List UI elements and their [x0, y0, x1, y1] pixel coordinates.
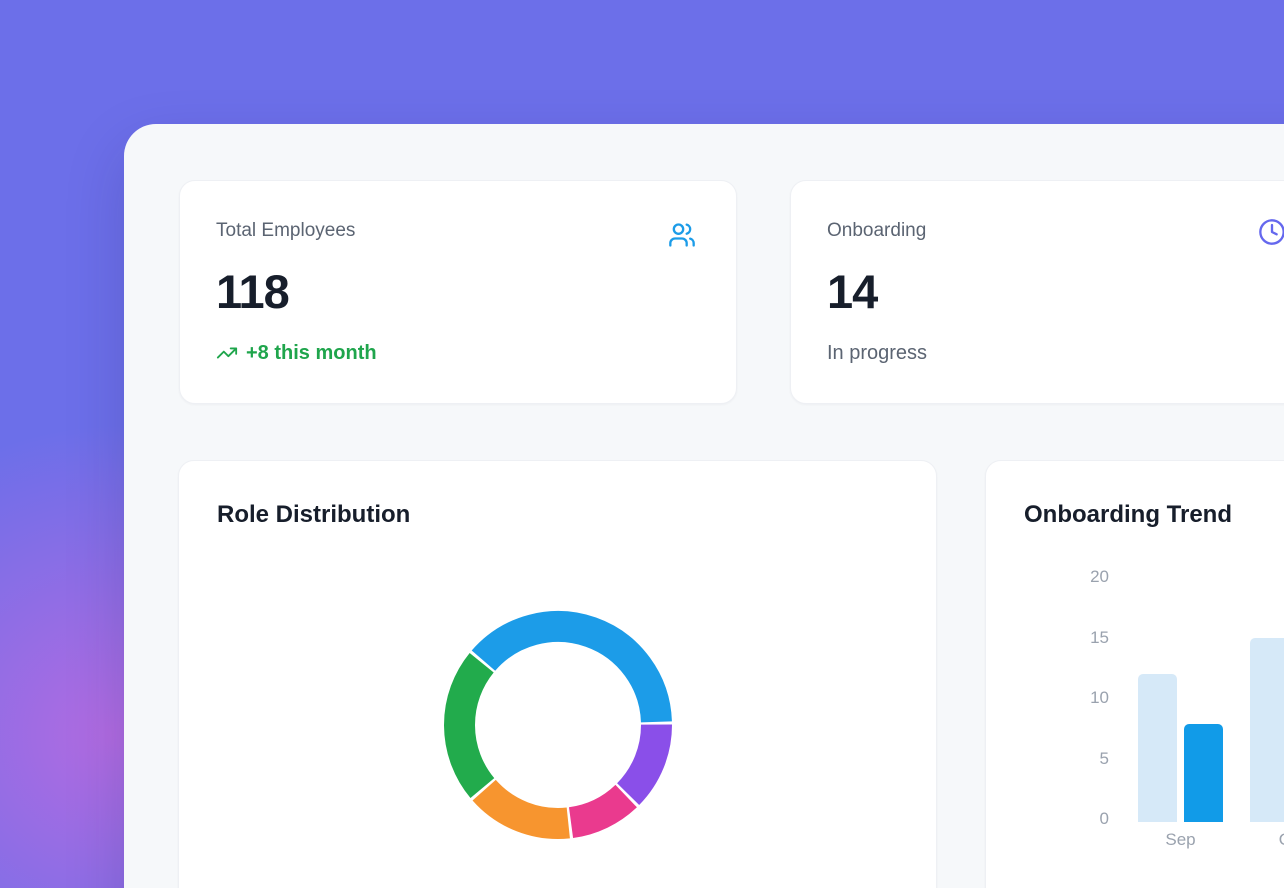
bar-light-series-oct	[1249, 637, 1284, 822]
onboarding-trend-card: Onboarding Trend 0 5 10 15 20 Sep Oct	[985, 460, 1284, 888]
role-distribution-card: Role Distribution	[178, 460, 937, 888]
trending-up-icon	[216, 342, 238, 364]
stat-value: 14	[827, 265, 878, 318]
y-axis-tick-label: 20	[1090, 567, 1109, 586]
y-axis-tick-label: 0	[1099, 809, 1109, 828]
donut-segment-green-segment	[444, 652, 495, 799]
stat-card-total-employees: Total Employees 118 +8 this month	[179, 180, 737, 404]
bar-light-series-sep	[1138, 674, 1177, 822]
stat-sub-text: In progress	[827, 341, 1284, 365]
donut-segment-orange-segment	[472, 779, 570, 839]
y-axis-tick-label: 10	[1090, 688, 1109, 707]
stat-trend-text: +8 this month	[246, 342, 377, 364]
x-axis-category-label: Sep	[1165, 830, 1196, 849]
dashboard-panel: Total Employees 118 +8 this month	[124, 124, 1284, 888]
stat-value: 118	[216, 265, 290, 318]
stat-trend: +8 this month	[216, 341, 700, 365]
chart-title: Role Distribution	[217, 501, 411, 528]
onboarding-trend-bar-chart: 0 5 10 15 20 Sep Oct	[986, 461, 1284, 888]
bar-dark-series-sep	[1184, 723, 1223, 822]
donut-segment-pink-segment	[568, 784, 637, 838]
donut-segment-purple-segment	[616, 724, 673, 806]
x-axis-category-label: Oct	[1252, 830, 1284, 850]
chart-title: Onboarding Trend	[1024, 501, 1232, 528]
users-icon	[668, 221, 696, 249]
stat-card-onboarding: Onboarding 14 In progress	[790, 180, 1284, 404]
stat-label: Total Employees	[216, 220, 356, 241]
donut-segment-blue-segment	[471, 611, 672, 723]
role-distribution-donut-chart	[428, 595, 688, 855]
stat-label: Onboarding	[827, 220, 927, 241]
y-axis-tick-label: 15	[1090, 627, 1109, 647]
stat-sub-label: In progress	[827, 342, 928, 364]
y-axis-tick-label: 5	[1099, 748, 1109, 768]
